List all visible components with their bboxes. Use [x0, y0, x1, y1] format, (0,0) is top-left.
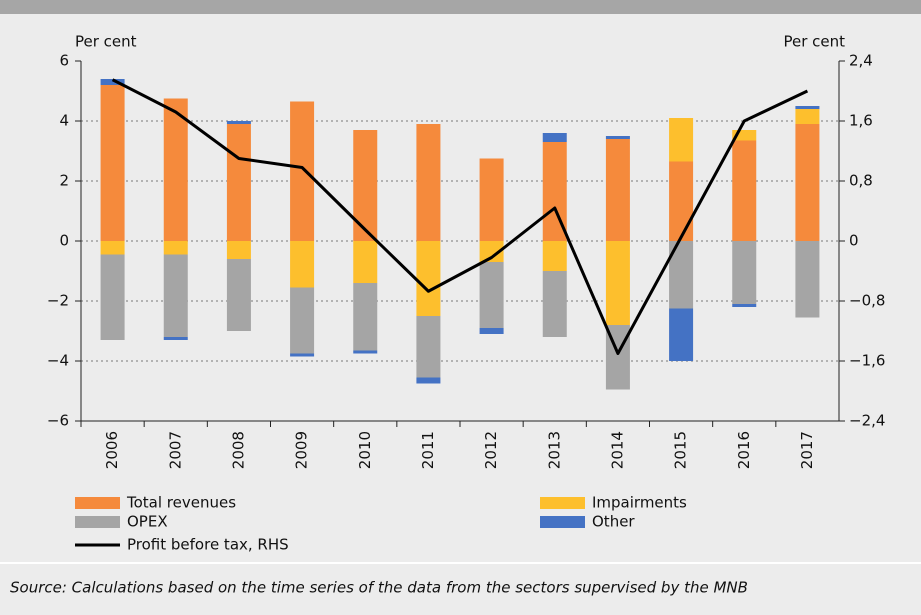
- y2-tick-label: −0,8: [849, 292, 885, 310]
- y2-tick-label: 0,8: [849, 172, 873, 190]
- bar-segment: [732, 304, 757, 307]
- x-tick-label: 2009: [293, 431, 311, 469]
- bar-segment: [605, 136, 630, 139]
- bar-segment: [732, 140, 757, 241]
- bar-segment: [542, 133, 567, 142]
- bar-segment: [226, 124, 251, 241]
- bar-segment: [669, 308, 694, 361]
- bar-segment: [795, 106, 820, 109]
- bar-segment: [416, 316, 441, 378]
- x-tick-label: 2016: [735, 431, 753, 469]
- y2-tick-label: 0: [849, 232, 859, 250]
- x-tick-label: 2011: [419, 431, 437, 469]
- bar-segment: [542, 241, 567, 271]
- y-tick-label: 0: [59, 232, 69, 250]
- legend-label: Total revenues: [126, 494, 236, 512]
- y2-axis-label: Per cent: [783, 33, 845, 51]
- bar-segment: [290, 101, 315, 241]
- bar-segment: [163, 254, 188, 337]
- bar-segment: [226, 241, 251, 259]
- y2-tick-label: −2,4: [849, 412, 885, 430]
- legend-label: Profit before tax, RHS: [127, 536, 289, 554]
- bar-segment: [479, 328, 504, 334]
- bar-segment: [226, 121, 251, 124]
- bar-segment: [795, 124, 820, 241]
- y2-tick-label: 2,4: [849, 52, 873, 70]
- y2-tick-label: 1,6: [849, 112, 873, 130]
- bar-segment: [479, 241, 504, 262]
- bar-segment: [353, 283, 378, 351]
- legend-label: OPEX: [127, 513, 168, 531]
- bar-segment: [605, 241, 630, 325]
- bar-segment: [732, 130, 757, 141]
- bar-segment: [163, 98, 188, 241]
- bar-segment: [353, 130, 378, 241]
- x-tick-label: 2012: [482, 431, 500, 469]
- bar-segment: [290, 353, 315, 357]
- legend-swatch: [540, 497, 585, 509]
- bar-segment: [163, 241, 188, 255]
- legend-label: Impairments: [592, 494, 687, 512]
- bar-segment: [542, 271, 567, 337]
- y-tick-label: 6: [59, 52, 69, 70]
- bar-segment: [100, 79, 125, 85]
- bar-segment: [669, 161, 694, 241]
- y-tick-label: 2: [59, 172, 69, 190]
- bar-segment: [416, 377, 441, 384]
- bar-segment: [163, 337, 188, 340]
- bar-segment: [100, 254, 125, 340]
- x-tick-label: 2008: [229, 431, 247, 469]
- bar-segment: [479, 158, 504, 241]
- bar-segment: [416, 241, 441, 316]
- y-tick-label: −2: [47, 292, 69, 310]
- bar-segment: [353, 241, 378, 283]
- bar-segment: [795, 241, 820, 318]
- bar-segment: [669, 118, 694, 162]
- legend-swatch: [540, 516, 585, 528]
- y-tick-label: −4: [47, 352, 69, 370]
- y2-tick-label: −1,6: [849, 352, 885, 370]
- bar-segment: [100, 85, 125, 241]
- bar-segment: [732, 241, 757, 304]
- legend-swatch: [75, 497, 120, 509]
- x-tick-label: 2017: [798, 431, 816, 469]
- y-tick-label: 4: [59, 112, 69, 130]
- bar-segment: [479, 262, 504, 328]
- bar-segment: [416, 124, 441, 241]
- y-tick-label: −6: [47, 412, 69, 430]
- legend-label: Other: [592, 513, 635, 531]
- y-axis-label: Per cent: [75, 33, 137, 51]
- x-tick-label: 2006: [103, 431, 121, 469]
- bar-segment: [795, 109, 820, 124]
- source-note: Source: Calculations based on the time s…: [10, 579, 748, 597]
- profit-line: [111, 78, 809, 355]
- x-tick-label: 2013: [545, 431, 563, 469]
- bar-segment: [226, 259, 251, 331]
- bar-segment: [290, 287, 315, 354]
- legend-swatch: [75, 516, 120, 528]
- x-tick-label: 2010: [356, 431, 374, 469]
- top-band: [0, 0, 921, 14]
- bar-segment: [605, 139, 630, 241]
- x-tick-label: 2007: [166, 431, 184, 469]
- x-tick-label: 2015: [672, 431, 690, 469]
- bar-segment: [353, 350, 378, 354]
- x-tick-label: 2014: [608, 431, 626, 469]
- bar-segment: [290, 241, 315, 288]
- bar-segment: [100, 241, 125, 255]
